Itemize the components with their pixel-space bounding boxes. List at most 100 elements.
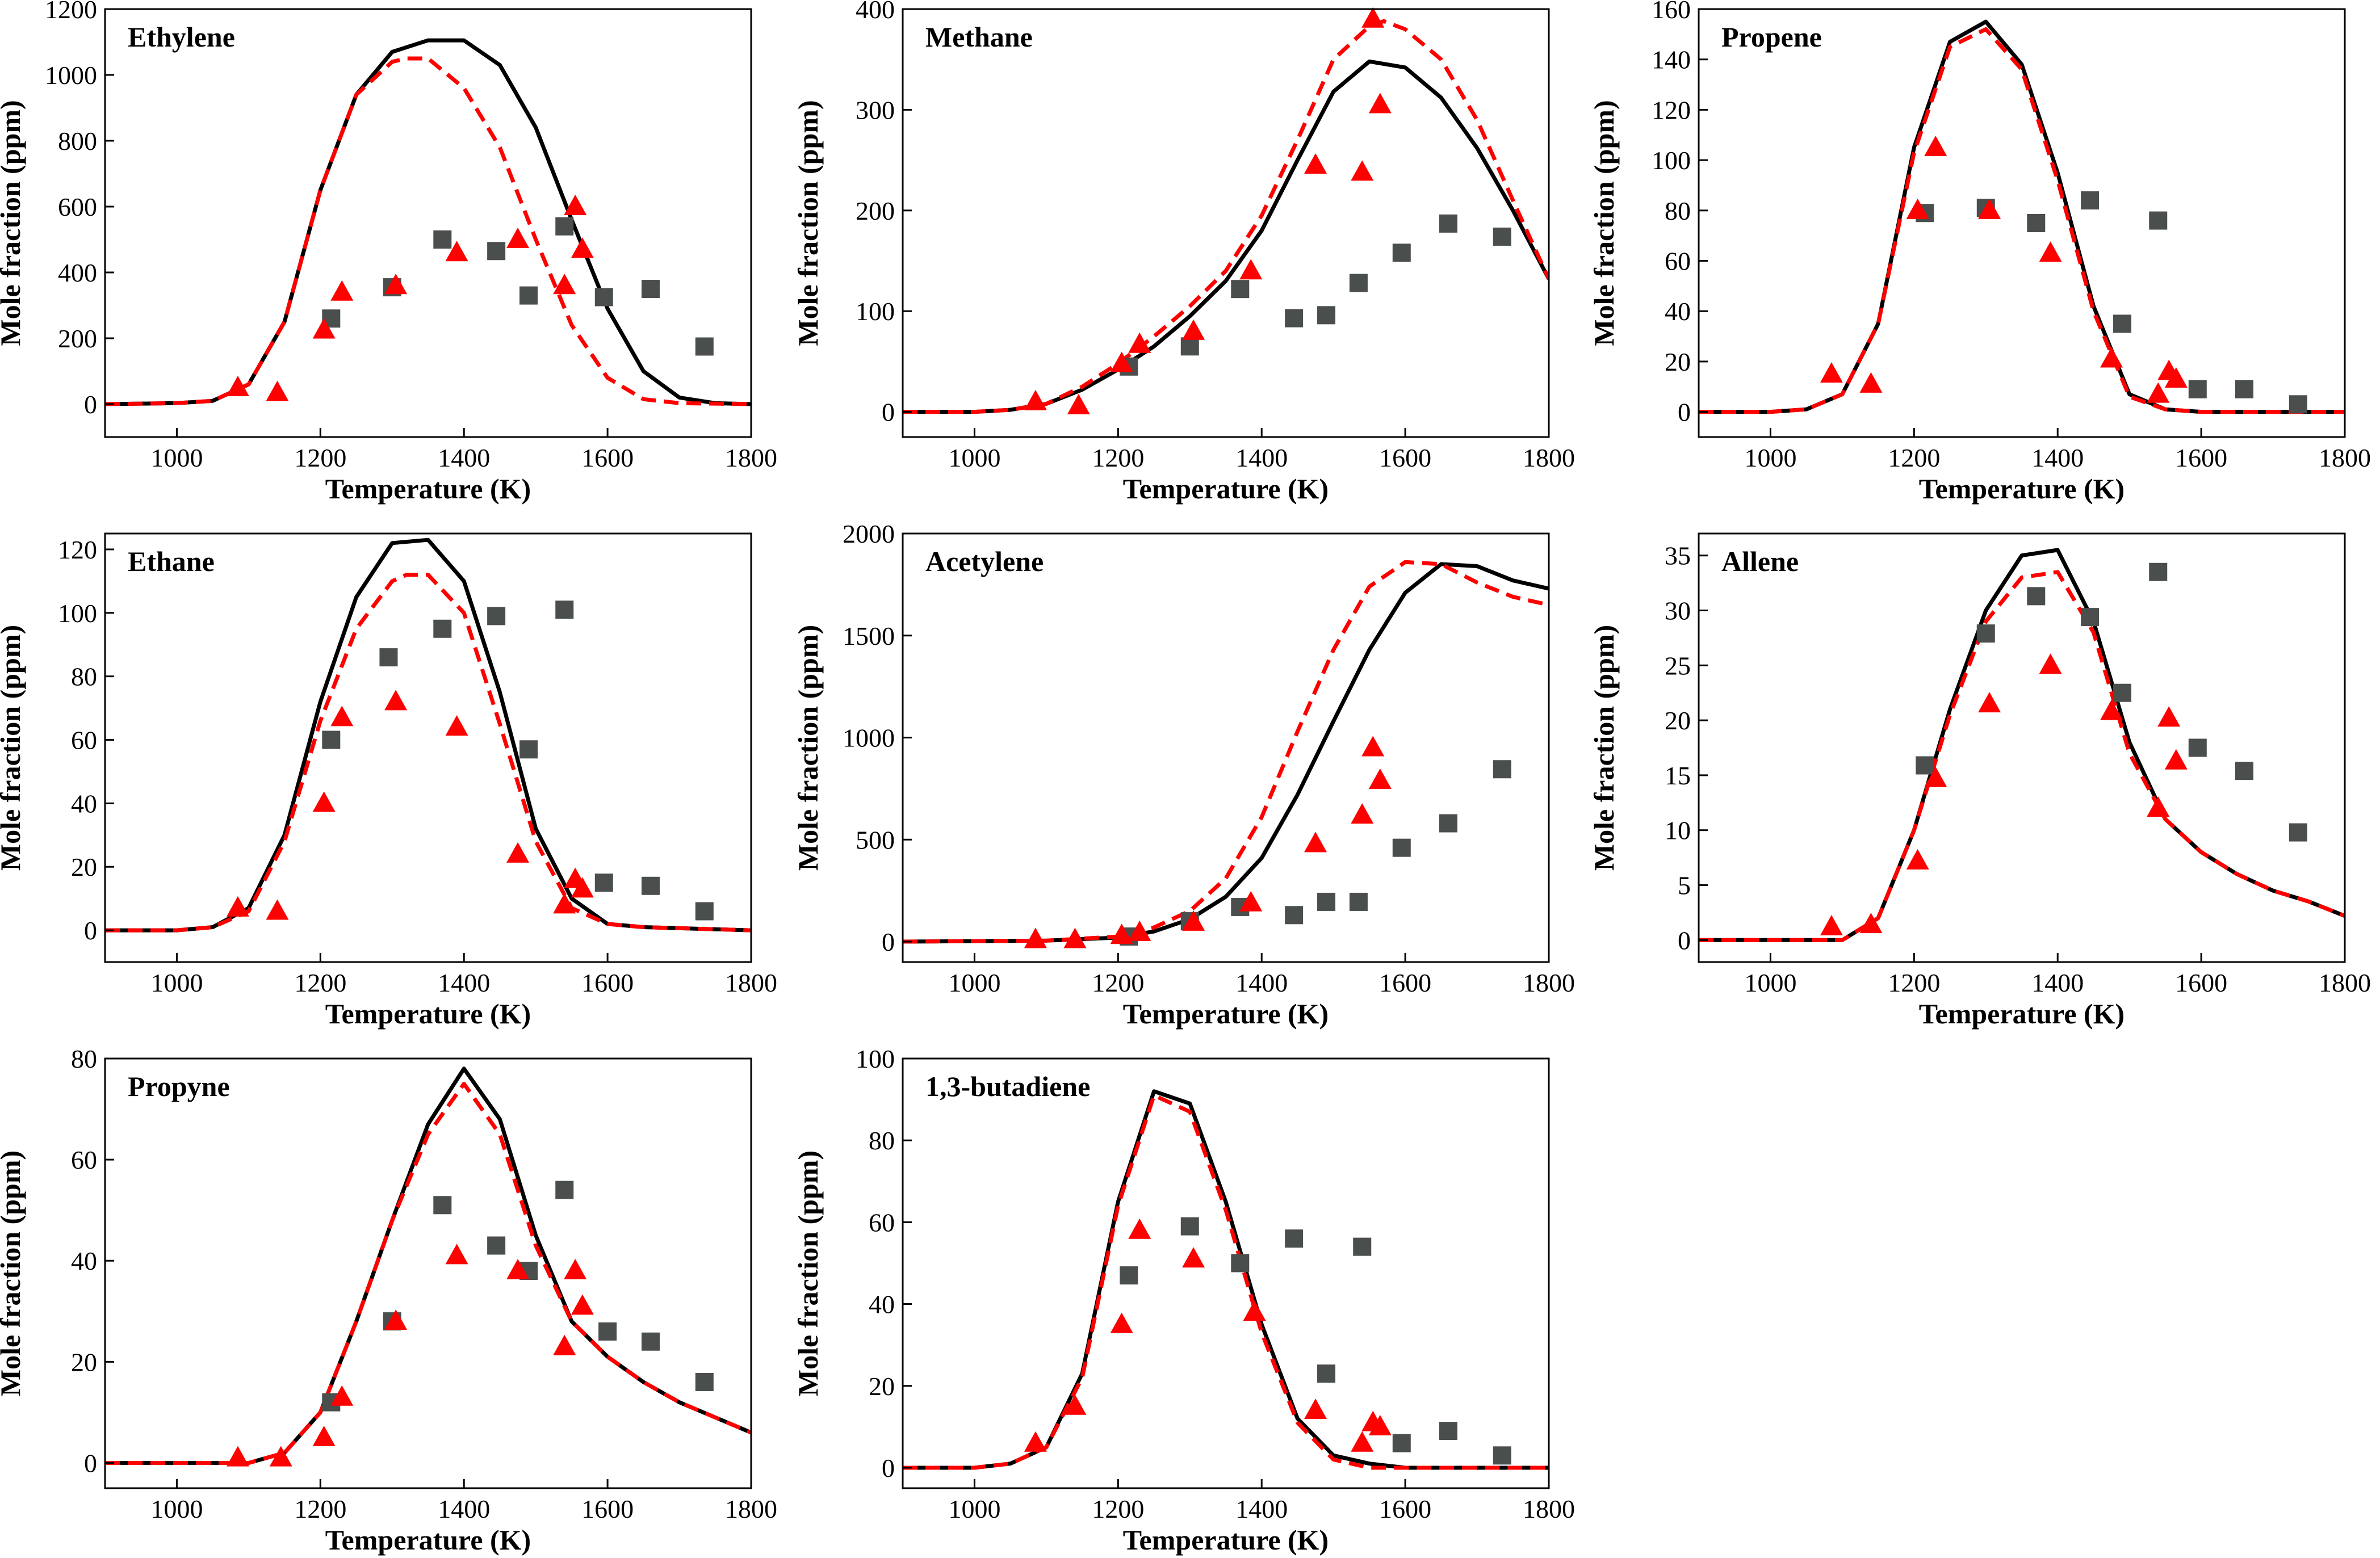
data-point-triangle [571,877,594,898]
y-tick-label: 60 [869,1208,895,1237]
data-point-square [598,1322,617,1341]
x-tick-label: 1600 [1379,968,1431,997]
x-tick-label: 1800 [725,968,777,997]
data-point-triangle [1243,1300,1266,1321]
y-tick-label: 40 [1665,297,1691,326]
y-tick-label: 160 [1652,0,1691,24]
y-tick-label: 20 [1665,347,1691,376]
data-point-triangle [2164,367,2188,388]
data-point-triangle [1361,736,1385,757]
y-axis-title: Mole fraction (ppm) [0,625,26,871]
data-point-triangle [1368,1414,1392,1435]
data-point-square [2188,380,2207,398]
data-point-square [379,648,398,667]
data-point-square [1317,306,1336,325]
data-point-square [519,286,538,305]
x-tick-label: 1000 [1744,443,1796,472]
x-tick-label: 1800 [725,1494,777,1523]
x-tick-label: 1800 [2319,968,2371,997]
data-point-square [487,1236,506,1255]
y-tick-label: 100 [856,297,895,326]
data-point-square [1353,1237,1372,1256]
data-point-triangle [553,274,576,295]
data-point-square [594,288,613,306]
data-point-square [433,230,452,249]
data-point-triangle [1820,915,1843,936]
data-point-triangle [571,237,594,258]
data-point-square [2027,587,2046,606]
x-tick-label: 1000 [150,443,203,472]
y-tick-label: 20 [71,1347,97,1376]
chart-panel-4: 1000 1200 1400 1600 1800 0 20 40 60 80 100 120 Ethan… [0,532,777,1030]
x-tick-label: 1400 [1235,968,1288,997]
data-point-square [1349,274,1368,292]
y-tick-label: 60 [71,1145,97,1174]
data-point-triangle [1906,849,1929,870]
data-point-triangle [2147,382,2170,403]
x-tick-label: 1400 [438,1494,490,1523]
data-point-square [2113,314,2132,333]
y-tick-label: 20 [71,853,97,881]
plot-frame [104,1057,752,1489]
data-point-triangle [1304,1399,1327,1420]
x-tick-label: 1800 [1523,968,1575,997]
data-point-triangle [1351,1431,1374,1452]
data-point-square [555,600,574,619]
y-tick-label: 0 [882,398,895,427]
chart-panel-6: 1000 1200 1400 1600 1800 0 5 10 15 20 25 30 35 Allene… [1588,532,2371,1030]
data-point-square [1180,1217,1199,1236]
y-tick-label: 1500 [843,621,895,650]
x-tick-label: 1400 [438,968,490,997]
data-point-square [641,1332,660,1351]
x-tick-label: 1200 [1092,968,1144,997]
data-point-square [1493,760,1511,779]
x-tick-label: 1800 [1523,443,1575,472]
data-point-square [2235,762,2253,780]
data-point-triangle [1128,332,1151,353]
data-point-triangle [1024,1431,1047,1452]
y-axis-title: Mole fraction (ppm) [1588,100,1620,346]
data-point-square [1317,892,1336,911]
x-tick-label: 1400 [1235,443,1288,472]
data-point-triangle [553,1334,576,1355]
x-tick-label: 1600 [581,968,634,997]
data-point-square [2188,738,2207,757]
data-point-square [1231,1254,1250,1273]
data-point-triangle [312,318,336,339]
data-point-square [695,902,714,921]
data-point-triangle [445,1244,468,1265]
series-line-model-dashed [105,573,751,933]
chart-panel-5: 1000 1200 1400 1600 1800 0 500 1000 1500 2000 Acet… [792,519,1575,1030]
y-tick-label: 0 [882,927,895,956]
x-tick-label: 1000 [948,443,1000,472]
y-tick-label: 10 [1665,816,1691,845]
x-tick-label: 1200 [1092,1494,1144,1523]
data-point-triangle [1128,1218,1151,1239]
data-point-triangle [1063,1394,1087,1415]
data-point-triangle [1182,319,1205,340]
data-point-triangle [2164,749,2188,770]
data-point-square [1392,243,1411,262]
data-point-triangle [226,896,249,917]
data-point-triangle [1067,394,1090,415]
y-tick-label: 0 [1678,926,1691,955]
x-tick-label: 1600 [1379,1494,1431,1523]
data-point-triangle [1239,259,1263,280]
data-point-square [2027,214,2046,232]
data-point-triangle [384,690,408,711]
y-tick-label: 30 [1665,597,1691,625]
data-point-square [1493,227,1511,246]
x-tick-label: 1600 [2175,968,2227,997]
data-point-triangle [330,705,354,726]
data-point-triangle [1978,198,2001,219]
data-point-triangle [1239,891,1263,912]
data-point-square [433,619,452,638]
plot-frame [104,532,752,963]
y-axis-title: Mole fraction (ppm) [792,625,824,871]
series-line-model-dashed [1699,570,2345,942]
data-point-square [1493,1446,1511,1465]
y-tick-label: 40 [71,1246,97,1275]
x-tick-label: 1200 [294,1494,346,1523]
y-tick-label: 20 [1665,706,1691,735]
data-point-triangle [1024,927,1047,948]
